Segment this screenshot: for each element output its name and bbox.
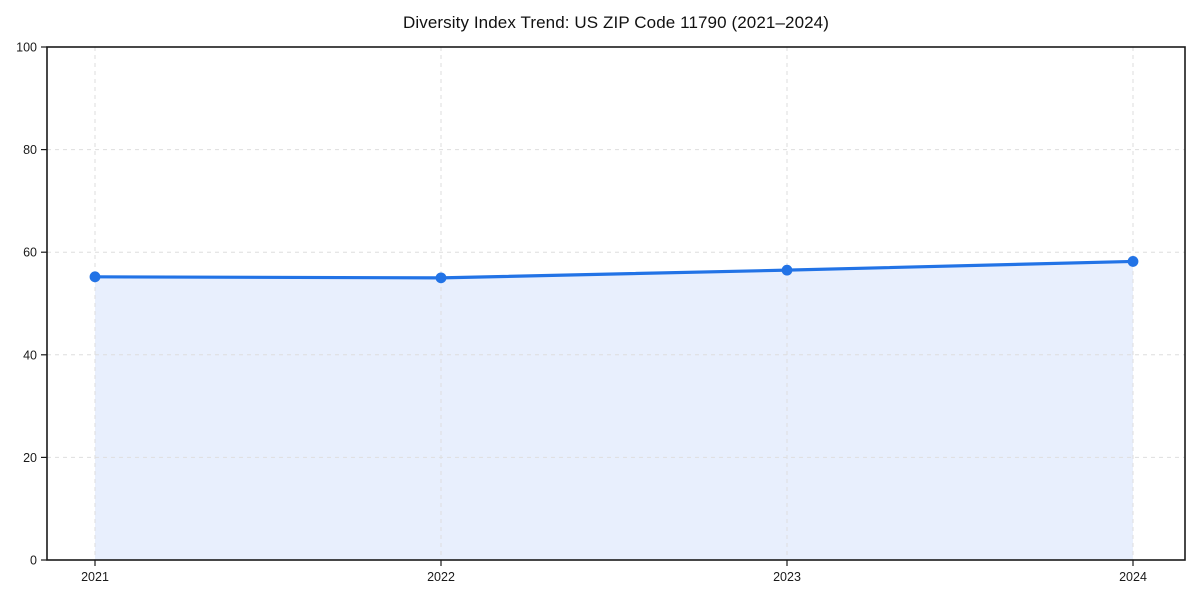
y-tick-label: 60: [23, 246, 37, 260]
x-tick-label: 2022: [427, 570, 455, 584]
y-tick-label: 20: [23, 451, 37, 465]
data-point-2023: [781, 264, 793, 276]
plot-border: [46, 46, 1186, 561]
x-tick-label: 2021: [81, 570, 109, 584]
data-point-2022: [435, 272, 447, 284]
y-tick-label: 40: [23, 348, 37, 362]
y-tick-label: 100: [16, 41, 37, 55]
data-point-2021: [89, 271, 101, 283]
trend-line: [93, 259, 1135, 280]
chart-title: Diversity Index Trend: US ZIP Code 11790…: [402, 13, 830, 32]
x-tick-label: 2024: [1119, 570, 1147, 584]
y-tick-label: 0: [30, 554, 37, 568]
area-fill: [95, 261, 1133, 560]
x-tick-label: 2023: [773, 570, 801, 584]
data-point-2024: [1127, 256, 1139, 267]
y-tick-label: 80: [23, 143, 37, 157]
